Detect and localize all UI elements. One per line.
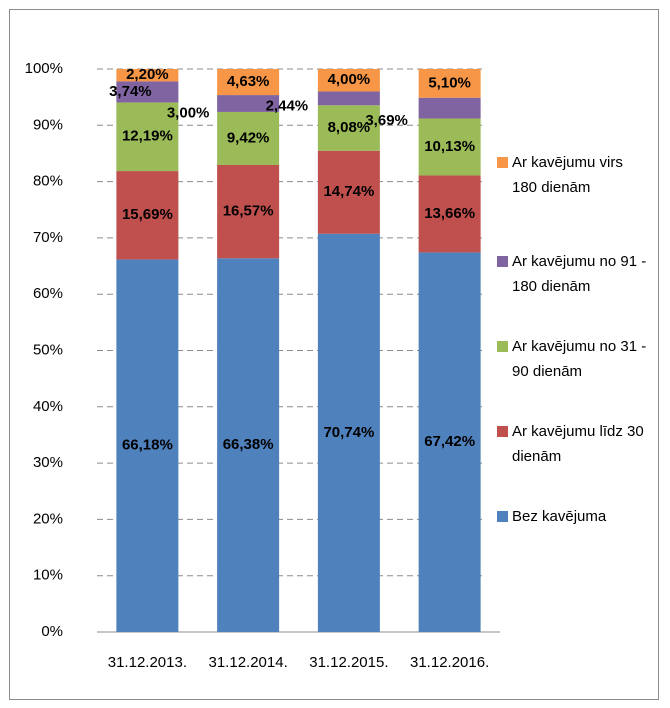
value-label: 9,42% <box>227 129 270 146</box>
y-tick-label: 10% <box>33 567 63 584</box>
bar-segment <box>116 81 179 103</box>
y-tick-label: 90% <box>33 116 63 133</box>
x-tick-label: 31.12.2015. <box>309 654 388 671</box>
y-tick-label: 100% <box>25 60 63 77</box>
x-tick-label: 31.12.2016. <box>410 654 489 671</box>
legend-label: Ar kavējumu no 91 - 180 dienām <box>512 253 647 295</box>
bar-segment <box>418 97 481 119</box>
bar-segment <box>317 233 380 632</box>
bar-segment <box>217 164 280 259</box>
x-tick-label: 31.12.2013. <box>108 654 187 671</box>
bar-segment <box>418 252 481 632</box>
bar-segment <box>116 171 179 260</box>
legend-label: Ar kavējumu no 31 - 90 dienām <box>512 338 647 380</box>
bar-segment <box>217 95 280 112</box>
y-tick-label: 30% <box>33 454 63 471</box>
value-label: 16,57% <box>223 203 274 220</box>
bar-segment <box>418 69 481 98</box>
value-label: 13,66% <box>424 205 475 222</box>
bar-segment <box>317 91 380 106</box>
bar-segment <box>317 69 380 92</box>
y-tick-label: 20% <box>33 510 63 527</box>
legend-item: Ar kavējumu no 91 - 180 dienām <box>495 249 660 299</box>
y-tick-label: 40% <box>33 398 63 415</box>
value-label: 2,20% <box>126 66 169 83</box>
value-label: 4,00% <box>328 71 371 88</box>
y-tick-label: 0% <box>41 623 63 640</box>
value-label: 10,13% <box>424 138 475 155</box>
y-tick-label: 70% <box>33 229 63 246</box>
bar-segment <box>217 111 280 165</box>
bar-segment <box>116 102 179 172</box>
legend-label: Ar kavējumu līdz 30 dienām <box>512 423 644 465</box>
value-label: 66,18% <box>122 437 173 454</box>
value-label: 8,08% <box>328 119 371 136</box>
bar-segment <box>217 69 280 96</box>
bar-segment <box>418 118 481 176</box>
bar-segment <box>418 175 481 253</box>
y-tick-label: 60% <box>33 285 63 302</box>
bar-segment <box>116 259 179 632</box>
value-label: 4,63% <box>227 73 270 90</box>
value-label: 3,74% <box>109 83 152 100</box>
value-label: 70,74% <box>323 424 374 441</box>
legend-swatch <box>497 157 508 168</box>
bar-segment <box>317 150 380 234</box>
legend-swatch <box>497 426 508 437</box>
bar-segment <box>116 69 179 82</box>
legend-label: Bez kavējuma <box>512 508 607 525</box>
value-label: 14,74% <box>323 183 374 200</box>
y-tick-label: 50% <box>33 341 63 358</box>
value-label: 12,19% <box>122 128 173 145</box>
legend-item: Ar kavējumu no 31 - 90 dienām <box>495 334 660 384</box>
legend-item: Ar kavējumu līdz 30 dienām <box>495 419 660 469</box>
value-label: 2,44% <box>266 97 309 114</box>
value-label: 15,69% <box>122 206 173 223</box>
legend-swatch <box>497 511 508 522</box>
bar-segment <box>317 105 380 151</box>
value-label: 67,42% <box>424 433 475 450</box>
legend-swatch <box>497 341 508 352</box>
value-label: 3,69% <box>365 112 408 129</box>
legend-label: Ar kavējumu virs 180 dienām <box>512 154 623 196</box>
value-label: 3,00% <box>167 104 210 121</box>
value-label: 5,10% <box>428 74 471 91</box>
legend-swatch <box>497 256 508 267</box>
value-label: 66,38% <box>223 436 274 453</box>
legend-item: Ar kavējumu virs 180 dienām <box>495 150 660 200</box>
bar-segment <box>217 258 280 632</box>
x-tick-label: 31.12.2014. <box>209 654 288 671</box>
legend-item: Bez kavējuma <box>495 504 660 529</box>
y-tick-label: 80% <box>33 173 63 190</box>
